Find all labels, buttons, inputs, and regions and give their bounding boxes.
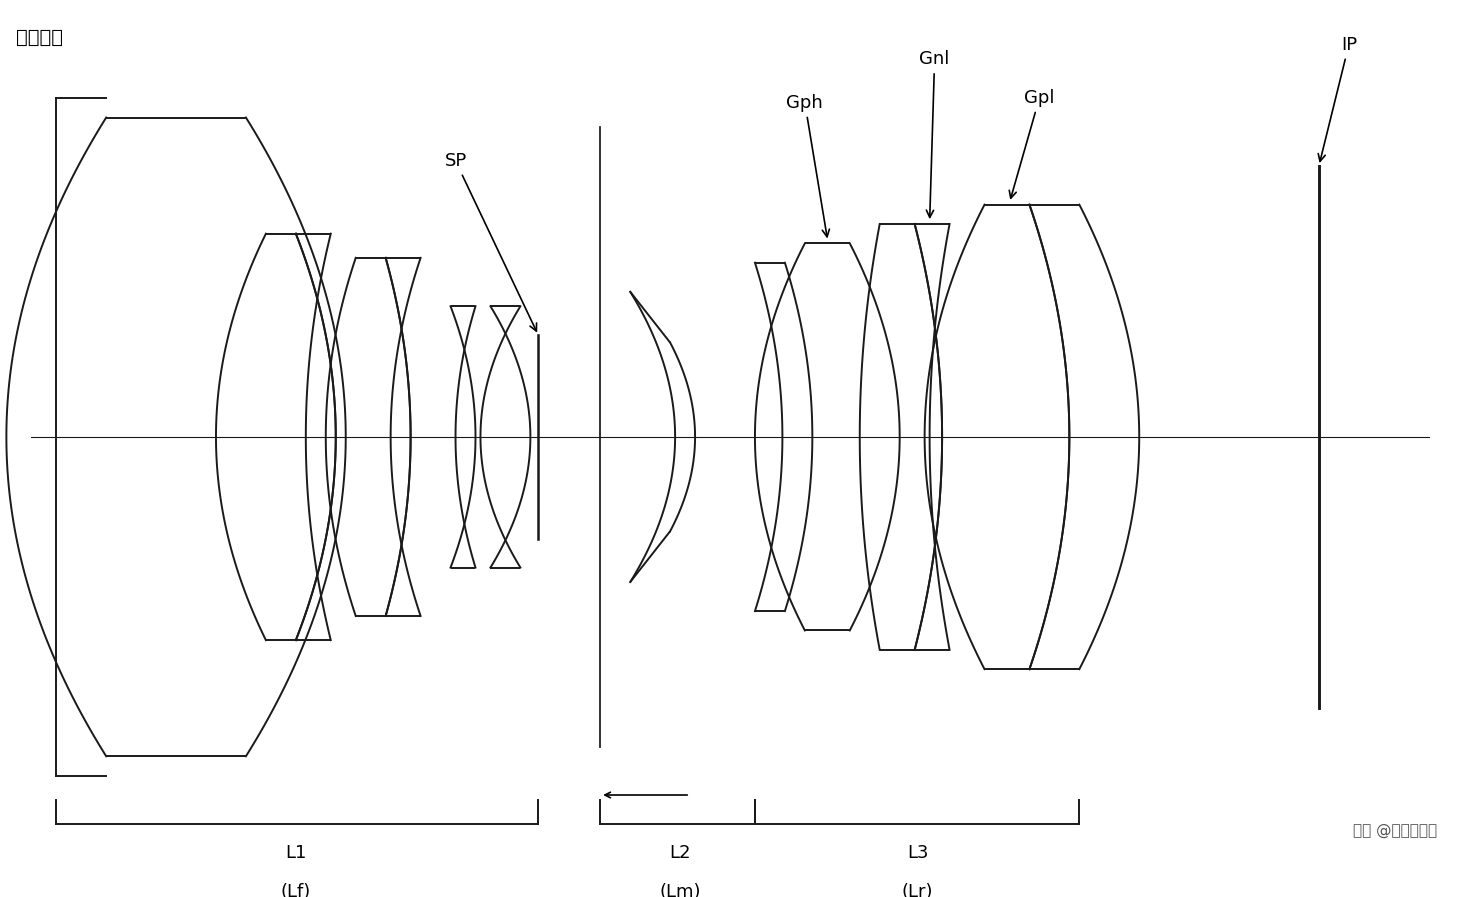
Text: (Lf): (Lf) bbox=[280, 883, 311, 897]
Text: (Lr): (Lr) bbox=[902, 883, 933, 897]
Text: L2: L2 bbox=[669, 844, 691, 862]
Text: (Lm): (Lm) bbox=[660, 883, 701, 897]
Text: 头条 @任吉的云吹: 头条 @任吉的云吹 bbox=[1352, 823, 1437, 838]
Text: Gpl: Gpl bbox=[1009, 89, 1054, 198]
Text: L1: L1 bbox=[285, 844, 307, 862]
Text: SP: SP bbox=[444, 152, 536, 331]
Text: IP: IP bbox=[1318, 36, 1356, 161]
Text: L3: L3 bbox=[907, 844, 929, 862]
Text: 【図７】: 【図７】 bbox=[16, 28, 63, 47]
Text: Gnl: Gnl bbox=[920, 50, 950, 217]
Text: Gph: Gph bbox=[787, 94, 829, 237]
